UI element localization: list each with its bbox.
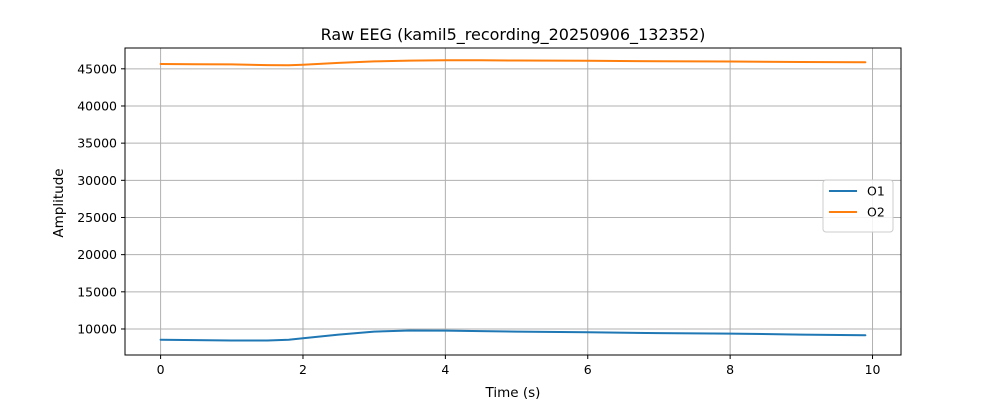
x-tick-label: 2 (299, 362, 307, 377)
series-lines (159, 59, 867, 342)
x-tick-label: 4 (441, 362, 449, 377)
y-axis-label: Amplitude (51, 168, 67, 237)
y-tick-label: 20000 (77, 247, 117, 262)
x-tick-label: 10 (865, 362, 881, 377)
x-tick-label: 6 (584, 362, 592, 377)
series-line-o2 (159, 59, 867, 67)
chart-title: Raw EEG (kamil5_recording_20250906_13235… (321, 25, 706, 45)
series-line-o1 (159, 329, 867, 342)
legend-label: O1 (867, 184, 885, 199)
y-tick-label: 10000 (77, 321, 117, 336)
y-tick-label: 40000 (77, 98, 117, 113)
plot-frame (124, 47, 902, 356)
y-tick-label: 25000 (77, 210, 117, 225)
legend-box (822, 179, 894, 233)
y-tick-label: 15000 (77, 284, 117, 299)
x-tick-label: 8 (726, 362, 734, 377)
y-tick-label: 35000 (77, 136, 117, 151)
y-tick-label: 30000 (77, 173, 117, 188)
grid-lines (125, 48, 901, 355)
x-axis-label: Time (s) (485, 385, 541, 400)
x-axis-ticks: 0 2 4 6 8 10 (157, 355, 881, 377)
x-tick-label: 0 (157, 362, 165, 377)
y-tick-label: 45000 (77, 61, 117, 76)
legend-label: O2 (867, 205, 885, 220)
y-axis-ticks: 10000 15000 20000 25000 30000 35000 40000 45000 (77, 61, 125, 336)
